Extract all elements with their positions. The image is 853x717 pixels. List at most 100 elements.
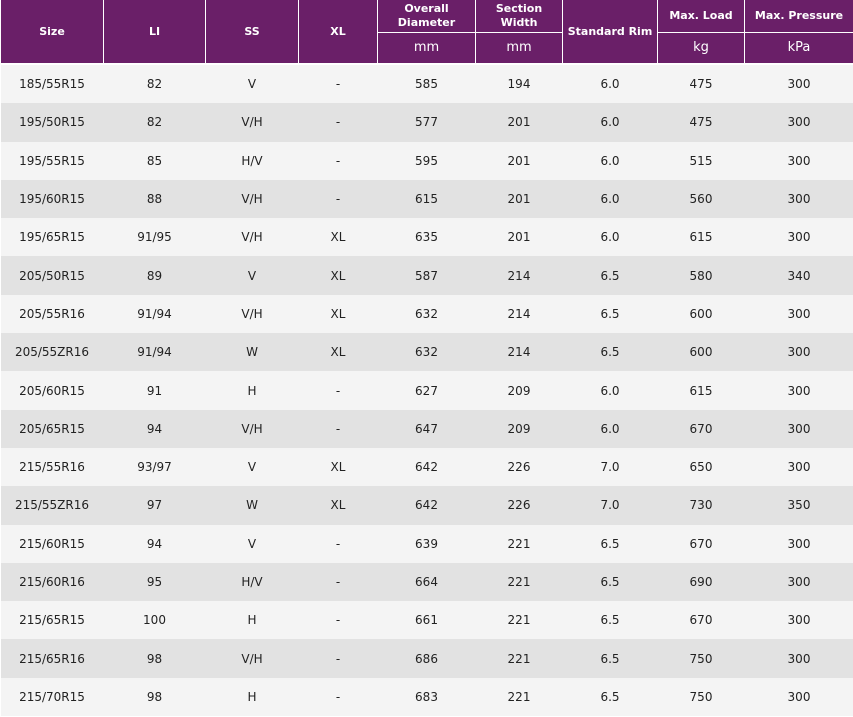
- table-cell: H: [205, 601, 299, 640]
- table-cell: 6.0: [562, 218, 658, 257]
- table-cell: 195/60R15: [0, 179, 104, 219]
- table-cell: 209: [475, 371, 563, 410]
- table-cell: 88: [103, 179, 206, 219]
- table-cell: 221: [475, 562, 563, 602]
- table-cell: -: [298, 524, 378, 563]
- column-unit: mm: [377, 32, 476, 64]
- table-cell: W: [205, 486, 299, 525]
- table-cell: 221: [475, 601, 563, 640]
- column-header: Overall Diameter: [377, 0, 476, 33]
- column-header: Max. Load: [657, 0, 745, 33]
- table-cell: 94: [103, 409, 206, 448]
- table-cell: 615: [657, 218, 745, 257]
- table-cell: 214: [475, 333, 563, 372]
- table-cell: 300: [744, 103, 853, 142]
- table-cell: 6.0: [562, 62, 658, 104]
- table-cell: 194: [475, 62, 563, 104]
- table-cell: H: [205, 677, 299, 717]
- table-cell: 185/55R15: [0, 62, 104, 104]
- table-cell: 6.0: [562, 371, 658, 410]
- table-cell: 670: [657, 409, 745, 448]
- table-cell: 615: [657, 371, 745, 410]
- table-row: 185/55R15 82 V -585 194 6.0 475 300: [0, 62, 853, 104]
- table-row: 205/50R15 89 V XL 587 214 6.5 580 340: [0, 256, 853, 295]
- table-cell: 205/60R15: [0, 371, 104, 410]
- table-cell: 215/60R16: [0, 562, 104, 602]
- table-cell: 226: [475, 486, 563, 525]
- table-row: 195/60R15 88 V/H -615 201 6.0 560 300: [0, 179, 853, 219]
- table-cell: 580: [657, 256, 745, 295]
- table-row: 215/70R15 98 H -683 221 6.5 750 300: [0, 677, 853, 717]
- table-cell: 6.0: [562, 409, 658, 448]
- table-cell: 730: [657, 486, 745, 525]
- table-cell: V/H: [205, 179, 299, 219]
- table-cell: 205/55R16: [0, 294, 104, 334]
- table-cell: 215/55ZR16: [0, 486, 104, 525]
- table-cell: 209: [475, 409, 563, 448]
- table-cell: XL: [298, 218, 378, 257]
- table-cell: 6.5: [562, 601, 658, 640]
- table-cell: 6.0: [562, 103, 658, 142]
- table-cell: 300: [744, 62, 853, 104]
- table-cell: V/H: [205, 294, 299, 334]
- table-cell: -: [298, 562, 378, 602]
- table-cell: 642: [377, 447, 476, 487]
- table-cell: 195/55R15: [0, 141, 104, 180]
- table-cell: 300: [744, 524, 853, 563]
- table-cell: 98: [103, 677, 206, 717]
- table-cell: H/V: [205, 141, 299, 180]
- table-cell: 600: [657, 294, 745, 334]
- table-cell: -: [298, 141, 378, 180]
- table-cell: 94: [103, 524, 206, 563]
- table-cell: 6.5: [562, 256, 658, 295]
- table-cell: 89: [103, 256, 206, 295]
- table-cell: 7.0: [562, 486, 658, 525]
- table-row: 215/55ZR16 97 W XL 642 226 7.0 730 350: [0, 486, 853, 525]
- table-cell: 577: [377, 103, 476, 142]
- table-cell: 221: [475, 677, 563, 717]
- table-cell: 587: [377, 256, 476, 295]
- table-cell: 600: [657, 333, 745, 372]
- table-cell: 585: [377, 62, 476, 104]
- table-cell: 635: [377, 218, 476, 257]
- table-cell: 215/70R15: [0, 677, 104, 717]
- table-cell: 221: [475, 639, 563, 678]
- table-cell: V: [205, 447, 299, 487]
- table-cell: 647: [377, 409, 476, 448]
- table-cell: XL: [298, 486, 378, 525]
- table-cell: 632: [377, 333, 476, 372]
- table-row: 215/55R16 93/97 V XL 642 226 7.0 650 300: [0, 447, 853, 487]
- table-row: 205/60R15 91 H -627 209 6.0 615 300: [0, 371, 853, 410]
- table-cell: H: [205, 371, 299, 410]
- table-cell: 201: [475, 141, 563, 180]
- table-cell: 100: [103, 601, 206, 640]
- table-cell: 642: [377, 486, 476, 525]
- column-unit: mm: [475, 32, 563, 64]
- table-cell: V/H: [205, 103, 299, 142]
- table-cell: 91/94: [103, 294, 206, 334]
- table-row: 215/60R15 94 V -639 221 6.5 670 300: [0, 524, 853, 563]
- table-cell: 214: [475, 294, 563, 334]
- table-cell: V: [205, 62, 299, 104]
- column-unit: kPa: [744, 32, 853, 64]
- table-cell: 205/65R15: [0, 409, 104, 448]
- table-cell: 300: [744, 294, 853, 334]
- table-cell: V/H: [205, 639, 299, 678]
- table-cell: 595: [377, 141, 476, 180]
- table-cell: 750: [657, 639, 745, 678]
- column-header: Size: [0, 0, 104, 64]
- table-cell: 6.5: [562, 524, 658, 563]
- table-cell: 85: [103, 141, 206, 180]
- table-cell: -: [298, 677, 378, 717]
- table-cell: -: [298, 62, 378, 104]
- table-cell: 300: [744, 333, 853, 372]
- table-cell: 300: [744, 371, 853, 410]
- table-cell: 91/95: [103, 218, 206, 257]
- table-row: 205/55ZR16 91/94 W XL 632 214 6.5 600 300: [0, 333, 853, 372]
- column-header: SS: [205, 0, 299, 64]
- table-cell: 195/65R15: [0, 218, 104, 257]
- table-cell: 661: [377, 601, 476, 640]
- table-cell: -: [298, 601, 378, 640]
